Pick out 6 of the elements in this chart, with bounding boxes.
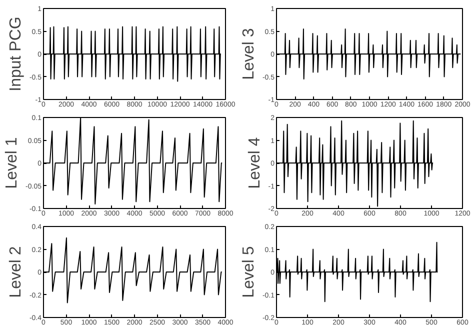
y-axis-title: Level 2: [7, 246, 24, 298]
y-axis-title: Level 3: [240, 28, 258, 80]
y-axis-title: Input PCG: [7, 16, 24, 92]
y-axis-title: Level 1: [4, 137, 21, 189]
y-axis-title: Level 5: [240, 246, 258, 298]
y-axis-title: Level 4: [246, 137, 264, 189]
